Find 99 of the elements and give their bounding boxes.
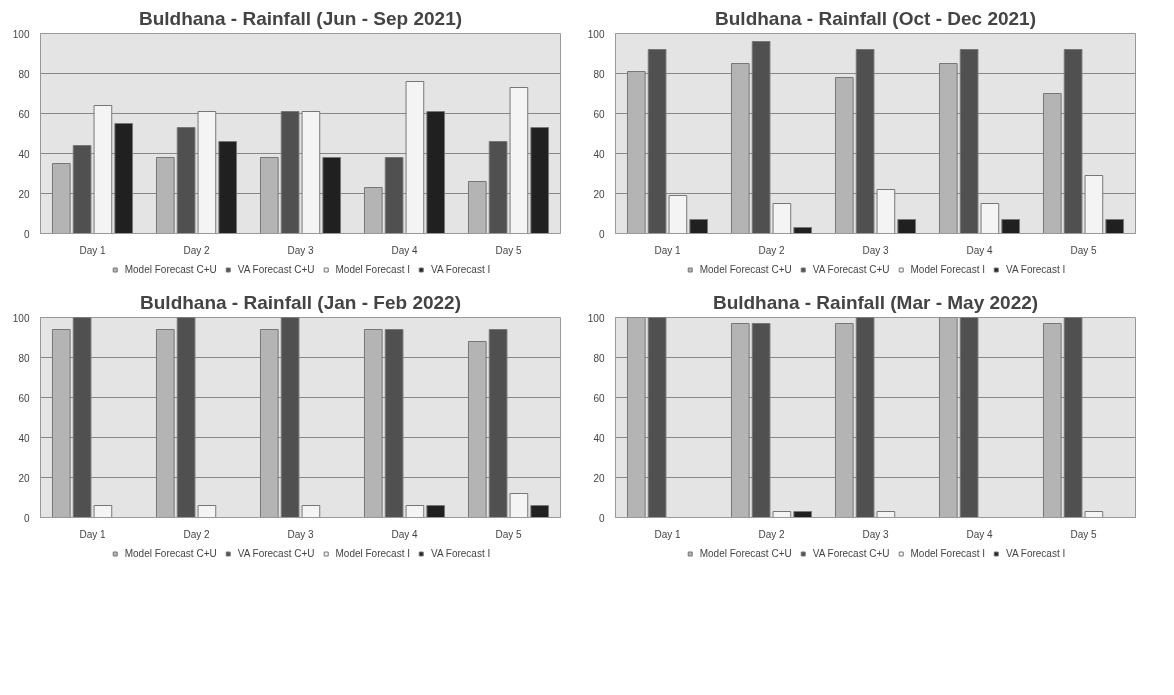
y-tick-label: 0 xyxy=(23,228,30,240)
legend-label: VA Forecast I xyxy=(1005,547,1066,559)
legend-label: VA Forecast C+U xyxy=(237,547,315,559)
bar xyxy=(155,157,175,234)
y-tick-label: 0 xyxy=(23,512,30,524)
x-tick-label: Day 2 xyxy=(758,528,785,540)
x-tick-label: Day 5 xyxy=(1070,528,1097,540)
bar xyxy=(363,329,383,518)
bar xyxy=(1042,93,1062,234)
bar xyxy=(530,505,550,518)
bar xyxy=(1105,219,1125,234)
x-tick-label: Day 4 xyxy=(966,244,993,256)
legend-label: Model Forecast C+U xyxy=(124,547,217,559)
x-tick-label: Day 2 xyxy=(183,244,210,256)
chart-title: Buldhana - Rainfall (Mar - May 2022) xyxy=(712,291,1039,313)
bar xyxy=(689,219,709,234)
x-tick-label: Day 3 xyxy=(287,528,314,540)
bar xyxy=(938,317,958,518)
x-tick-label: Day 1 xyxy=(79,528,106,540)
chart-title: Buldhana - Rainfall (Jan - Feb 2022) xyxy=(140,291,461,313)
bar xyxy=(51,163,71,234)
legend-label: Model Forecast C+U xyxy=(124,263,217,275)
y-tick-label: 80 xyxy=(18,68,30,80)
bar xyxy=(793,227,813,234)
bar xyxy=(259,329,279,518)
y-tick-label: 60 xyxy=(593,108,605,120)
y-tick-label: 60 xyxy=(18,108,30,120)
legend-label: Model Forecast C+U xyxy=(699,547,792,559)
bar xyxy=(426,505,446,518)
y-tick-label: 0 xyxy=(598,228,605,240)
legend-label: VA Forecast I xyxy=(430,547,491,559)
y-tick-label: 40 xyxy=(593,148,605,160)
bar xyxy=(51,329,71,518)
bar xyxy=(626,71,646,234)
bar xyxy=(1001,219,1021,234)
legend-label: VA Forecast I xyxy=(1005,263,1066,275)
x-tick-label: Day 4 xyxy=(966,528,993,540)
bar xyxy=(730,63,750,234)
x-tick-label: Day 5 xyxy=(1070,244,1097,256)
bar xyxy=(322,157,342,234)
bar xyxy=(114,123,134,234)
bar xyxy=(730,323,750,518)
x-tick-label: Day 1 xyxy=(79,244,106,256)
legend-label: Model Forecast I xyxy=(335,263,410,275)
y-tick-label: 40 xyxy=(593,432,605,444)
legend-label: Model Forecast I xyxy=(910,263,985,275)
y-tick-label: 100 xyxy=(587,312,605,324)
y-tick-label: 40 xyxy=(18,432,30,444)
bar xyxy=(626,317,646,518)
y-tick-label: 60 xyxy=(593,392,605,404)
x-tick-label: Day 1 xyxy=(654,528,681,540)
bar xyxy=(426,111,446,234)
legend-label: Model Forecast I xyxy=(910,547,985,559)
x-tick-label: Day 2 xyxy=(183,528,210,540)
legend-label: VA Forecast C+U xyxy=(237,263,315,275)
x-tick-label: Day 3 xyxy=(862,244,889,256)
bar xyxy=(959,317,979,518)
y-tick-label: 100 xyxy=(587,28,605,40)
y-tick-label: 100 xyxy=(12,28,30,40)
bar xyxy=(259,157,279,234)
bar xyxy=(897,219,917,234)
y-tick-label: 80 xyxy=(593,68,605,80)
y-tick-label: 40 xyxy=(18,148,30,160)
bar xyxy=(793,511,813,518)
legend-label: Model Forecast C+U xyxy=(699,263,792,275)
bar xyxy=(834,323,854,518)
y-tick-label: 20 xyxy=(18,472,30,484)
legend-label: VA Forecast C+U xyxy=(812,547,890,559)
y-tick-label: 20 xyxy=(18,188,30,200)
y-tick-label: 20 xyxy=(593,472,605,484)
legend-label: VA Forecast C+U xyxy=(812,263,890,275)
bar xyxy=(218,141,238,234)
bar xyxy=(467,341,487,518)
x-tick-label: Day 5 xyxy=(495,528,522,540)
y-tick-label: 100 xyxy=(12,312,30,324)
chart-title: Buldhana - Rainfall (Oct - Dec 2021) xyxy=(715,7,1036,29)
chart-title: Buldhana - Rainfall (Jun - Sep 2021) xyxy=(138,7,463,29)
x-tick-label: Day 3 xyxy=(287,244,314,256)
bar xyxy=(1042,323,1062,518)
y-tick-label: 80 xyxy=(18,352,30,364)
x-tick-label: Day 1 xyxy=(654,244,681,256)
y-tick-label: 0 xyxy=(598,512,605,524)
legend-label: Model Forecast I xyxy=(335,547,410,559)
bar xyxy=(938,63,958,234)
x-tick-label: Day 4 xyxy=(391,528,418,540)
x-tick-label: Day 4 xyxy=(391,244,418,256)
x-tick-label: Day 5 xyxy=(495,244,522,256)
y-tick-label: 80 xyxy=(593,352,605,364)
y-tick-label: 60 xyxy=(18,392,30,404)
bar xyxy=(834,77,854,234)
bar xyxy=(647,317,667,518)
x-tick-label: Day 2 xyxy=(758,244,785,256)
bar xyxy=(363,187,383,234)
bar xyxy=(467,181,487,234)
x-tick-label: Day 3 xyxy=(862,528,889,540)
bar xyxy=(530,127,550,234)
legend-label: VA Forecast I xyxy=(430,263,491,275)
y-tick-label: 20 xyxy=(593,188,605,200)
bar xyxy=(155,329,175,518)
